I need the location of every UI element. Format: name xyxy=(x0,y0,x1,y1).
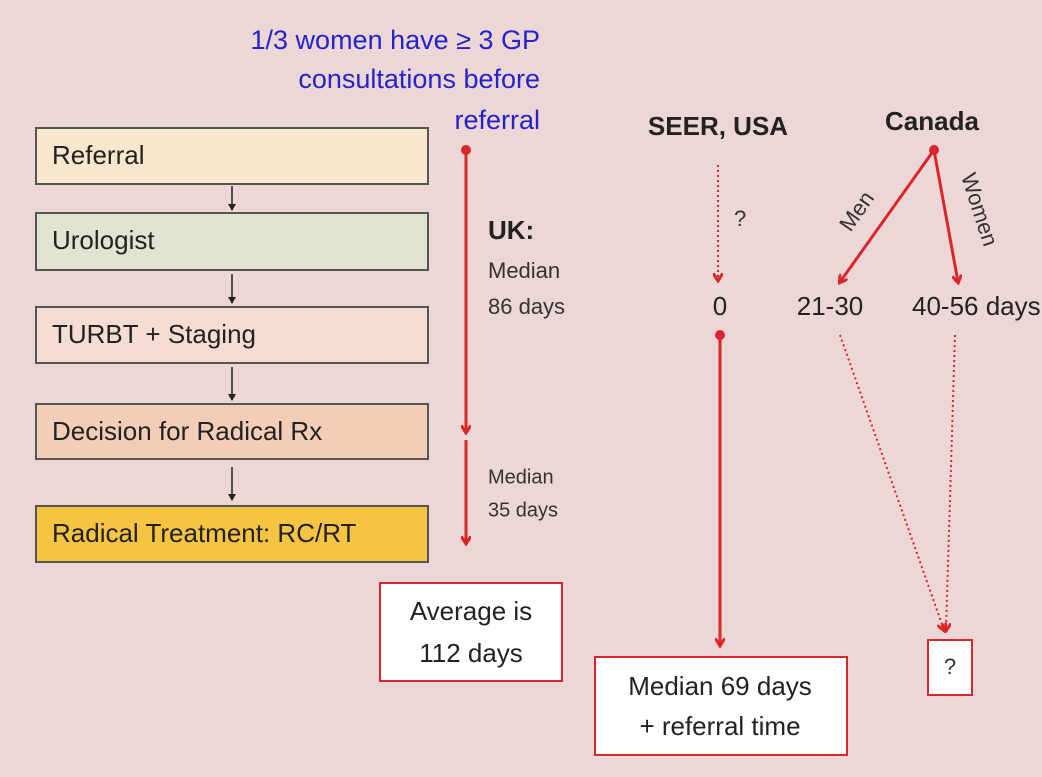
step-label: Referral xyxy=(52,140,144,170)
total-text: Median 69 days xyxy=(628,671,812,701)
time-text: 0 xyxy=(713,291,727,321)
branch-arrow xyxy=(840,149,936,282)
branch-label: Women xyxy=(956,170,1003,249)
unknown-mark: ? xyxy=(734,206,746,231)
canada-label: Canada xyxy=(885,106,979,136)
branch-arrow xyxy=(932,149,958,282)
time-text: 40-56 days xyxy=(912,291,1041,321)
pathway xyxy=(35,127,429,563)
note-line: 1/3 women have ≥ 3 GP xyxy=(251,25,540,55)
dotted-arrow xyxy=(839,334,944,630)
total-box xyxy=(594,656,848,756)
step-box xyxy=(35,505,429,563)
step-box xyxy=(35,403,429,460)
interval-text: 35 days xyxy=(488,499,558,521)
interval-text: Median xyxy=(488,258,560,283)
step-label: Urologist xyxy=(52,225,155,255)
step-box xyxy=(35,212,429,271)
time-text: 21-30 xyxy=(797,291,864,321)
branch-label: Men xyxy=(834,186,879,235)
dotted-arrow xyxy=(946,334,956,630)
interval-text: Median xyxy=(488,466,554,488)
step-box xyxy=(35,306,429,364)
interval-text: 86 days xyxy=(488,294,565,319)
total-text: Average is xyxy=(410,596,532,626)
total-box xyxy=(379,582,563,682)
total-box xyxy=(927,639,973,696)
total-text: + referral time xyxy=(639,711,800,741)
step-label: Decision for Radical Rx xyxy=(52,416,322,446)
step-label: TURBT + Staging xyxy=(52,319,256,349)
total-text: ? xyxy=(944,654,956,679)
note-line: consultations before xyxy=(298,64,540,94)
note-line: referral xyxy=(454,105,540,135)
uk-label: UK: xyxy=(488,215,534,245)
step-label: Radical Treatment: RC/RT xyxy=(52,518,357,548)
total-text: 112 days xyxy=(419,638,523,668)
seer-label: SEER, USA xyxy=(648,111,788,141)
step-box xyxy=(35,127,429,185)
